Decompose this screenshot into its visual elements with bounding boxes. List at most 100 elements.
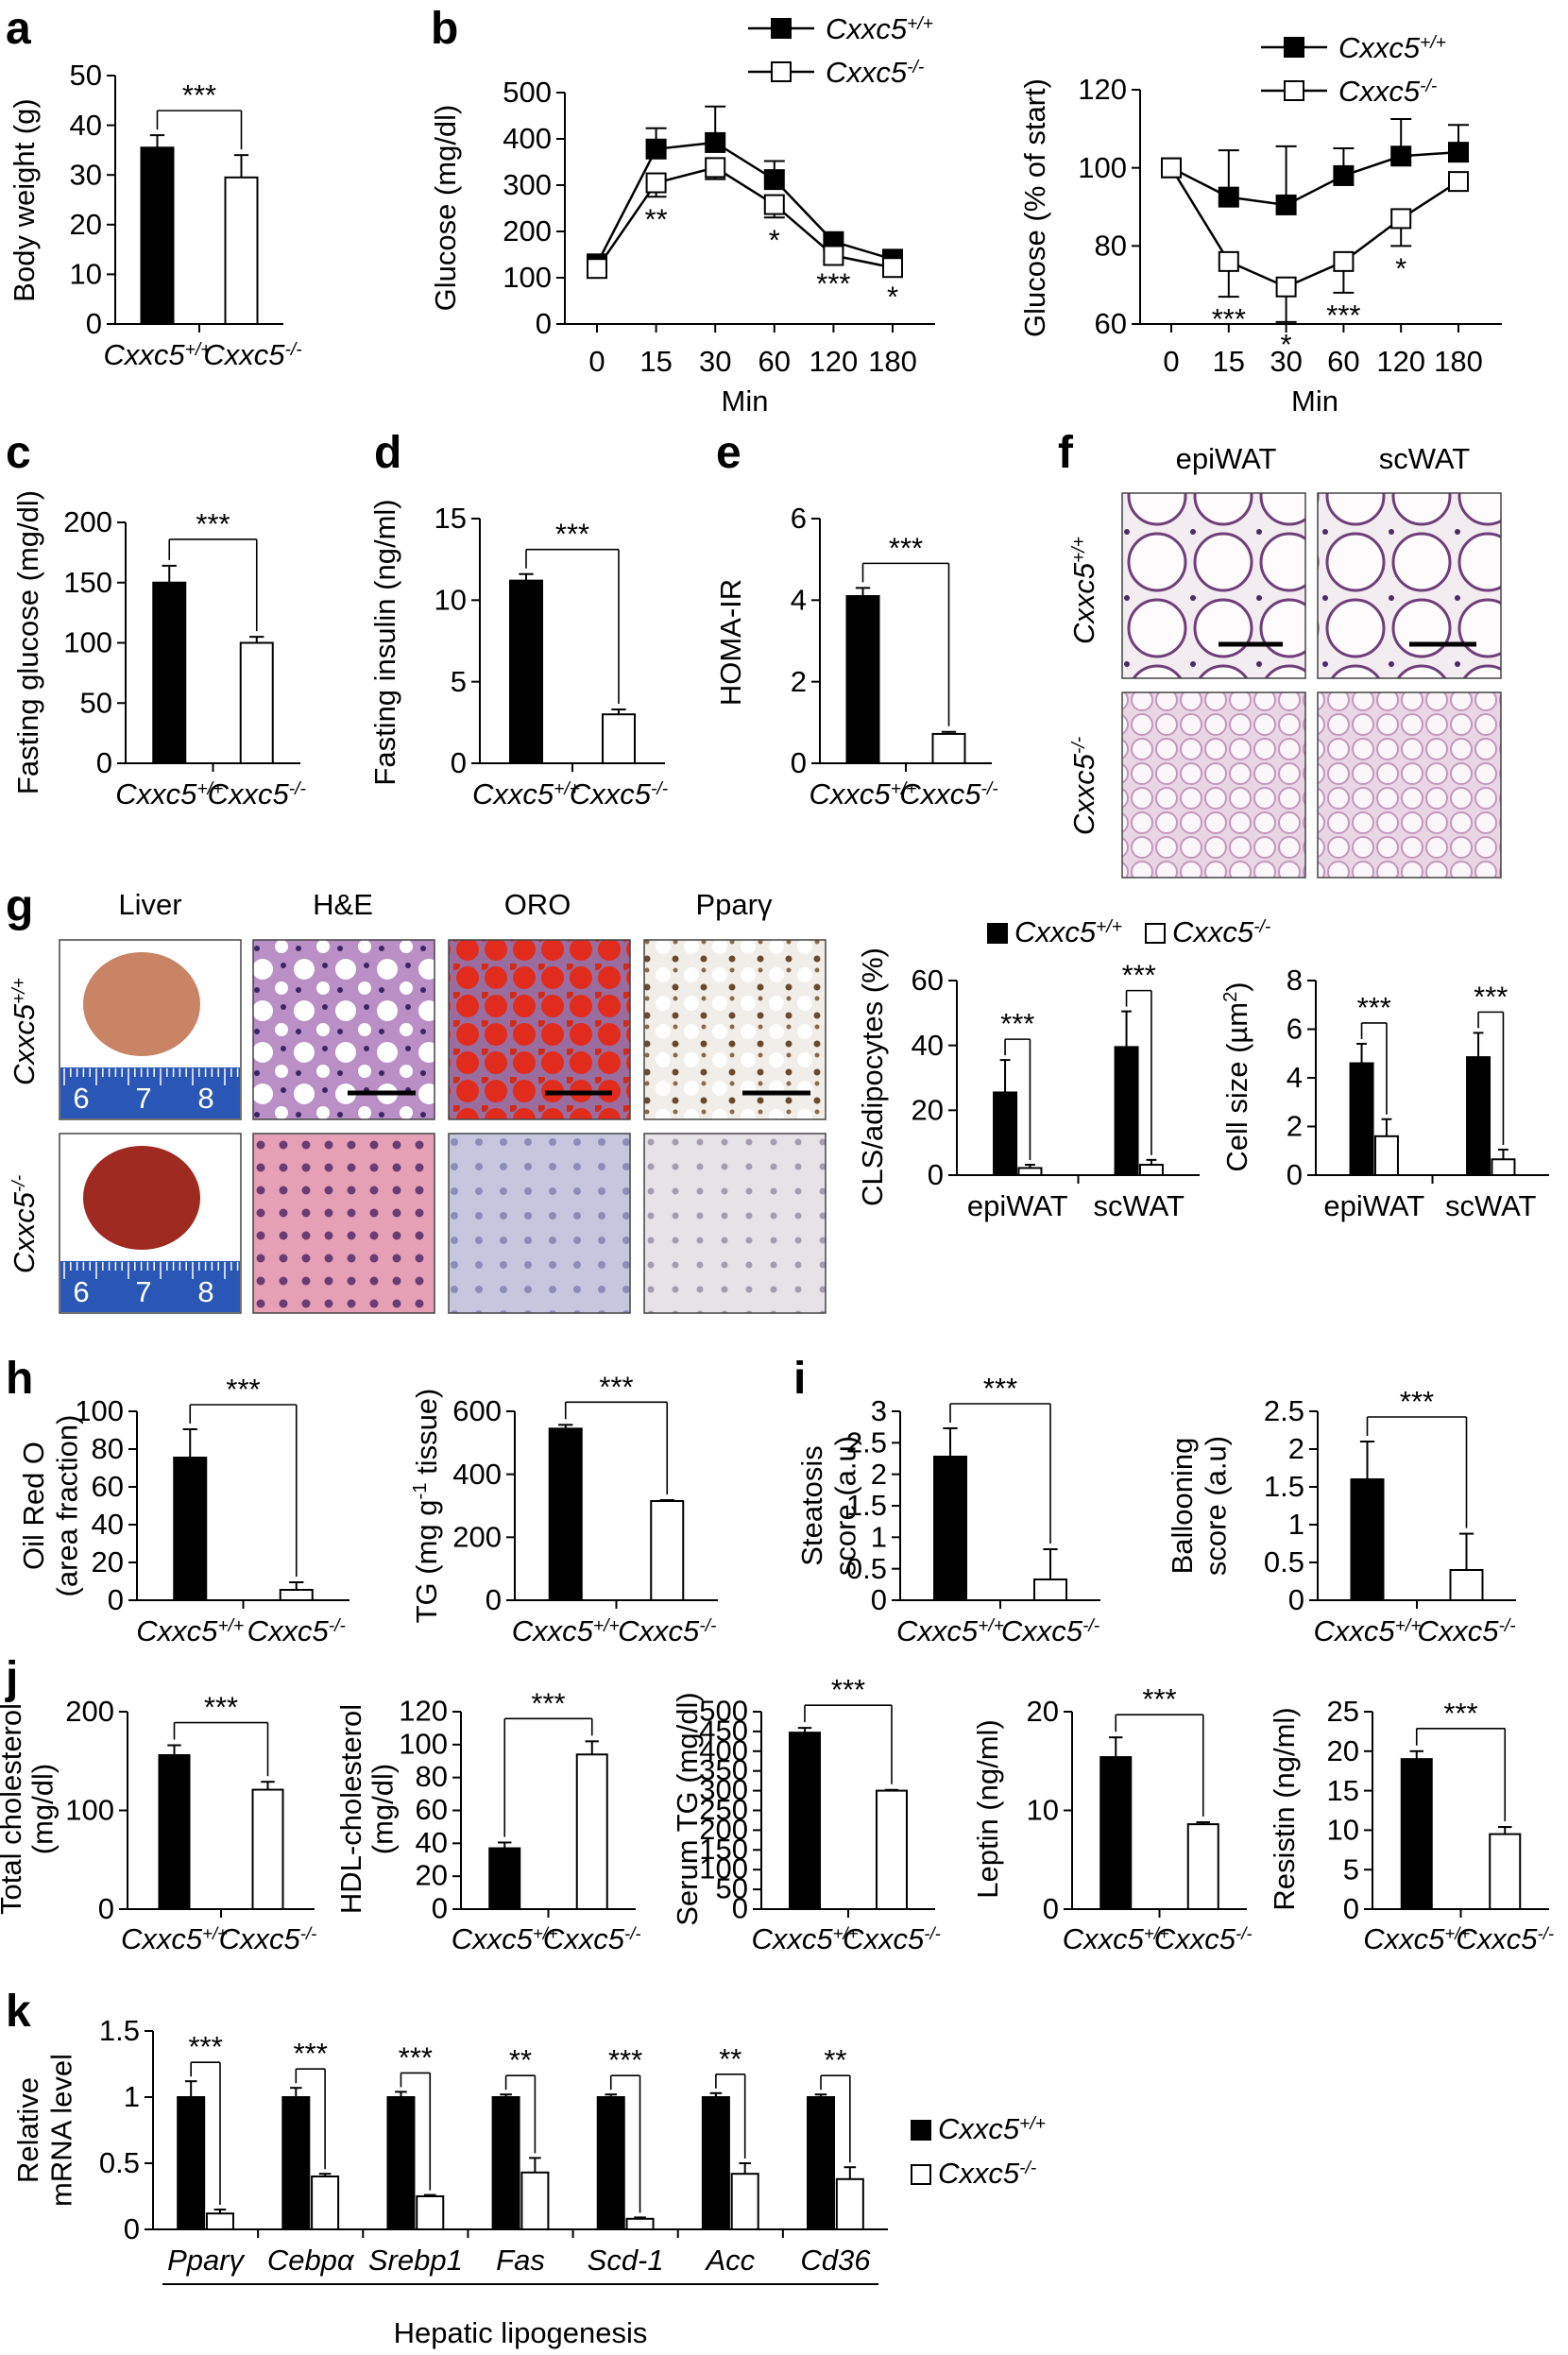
- x-tick-label: Cxxc5+/+: [1363, 1922, 1470, 1955]
- bar-wildtype: [1349, 1062, 1374, 1177]
- x-tick-label: Cxxc5+/+: [115, 777, 223, 811]
- y-tick-label: 0.5: [99, 2146, 140, 2179]
- significance-marker: ***: [1000, 1007, 1034, 1040]
- x-tick-label: Cxxc5-/-: [219, 1922, 317, 1955]
- bar-knockout: [279, 1589, 314, 1601]
- y-tick-label: 20: [416, 1859, 448, 1892]
- bar-knockout: [1491, 1158, 1516, 1176]
- x-tick-label: 0: [588, 345, 605, 378]
- panel-g-histology: Liver H&E ORO Pparγ 6 7 8 6 7 8 Cxxc5+/+ Cxxc5-/-: [8, 888, 827, 1314]
- y-tick-label: 5: [451, 665, 467, 698]
- x-tick-label: Cxxc5+/+: [1314, 1614, 1422, 1647]
- y-tick-label: 60: [1095, 307, 1127, 340]
- x-tick-label: Cxxc5-/-: [618, 1614, 716, 1647]
- marker-wildtype: [763, 169, 785, 191]
- bar-knockout: [224, 176, 259, 325]
- bar-knockout: [311, 2176, 340, 2230]
- x-tick-label: Cxxc5-/-: [543, 1922, 641, 1955]
- x-tick-label: epiWAT: [1323, 1189, 1424, 1222]
- significance-marker: **: [824, 2043, 846, 2076]
- y-tick-label: 200: [63, 505, 112, 538]
- bar-wildtype: [1350, 1478, 1385, 1601]
- bar-knockout: [1186, 1823, 1219, 1911]
- y-axis-label: Oil Red O: [17, 1442, 50, 1570]
- micrograph-oro-knockout: [448, 1133, 631, 1314]
- y-tick-label: 200: [699, 1813, 748, 1846]
- bar-wildtype: [158, 1753, 191, 1910]
- column-label: Pparγ: [696, 888, 773, 921]
- bar-wildtype: [701, 2096, 730, 2230]
- y-axis-label: (area fraction): [51, 1415, 84, 1597]
- y-tick-label: 20: [92, 1545, 124, 1579]
- y-tick-label: 2.5: [846, 1425, 887, 1459]
- row-label: Cxxc5-/-: [8, 1175, 41, 1273]
- panel-label: k: [6, 1987, 31, 2037]
- y-tick-label: 1: [124, 2080, 140, 2113]
- y-axis-label: Cell size (µm2): [1220, 981, 1253, 1171]
- ruler-number: 8: [197, 1082, 213, 1115]
- y-axis-label: CLS/adipocytes (%): [856, 947, 889, 1206]
- marker-knockout: [1218, 250, 1239, 272]
- y-tick-label: 5: [1343, 1852, 1359, 1886]
- y-tick-label: 30: [70, 158, 102, 191]
- series-line-wildtype: [1170, 150, 1459, 207]
- x-tick-label: 30: [699, 345, 731, 378]
- legend-swatch-wildtype: [987, 923, 1008, 944]
- y-tick-label: 0: [1343, 1892, 1359, 1925]
- y-tick-label: 1.5: [846, 1489, 887, 1522]
- y-axis-label: Serum TG (mg/dl): [671, 1692, 704, 1925]
- x-tick-label: Cd36: [800, 2244, 871, 2277]
- x-tick-label: Cxxc5-/-: [843, 1922, 941, 1955]
- bar-wildtype: [281, 2096, 311, 2230]
- ruler-number: 8: [197, 1275, 213, 1308]
- y-axis-label: mRNA level: [45, 2054, 78, 2207]
- marker-knockout: [587, 258, 607, 280]
- row-label: Cxxc5+/+: [8, 978, 41, 1085]
- x-tick-label: Cxxc5+/+: [452, 1922, 558, 1955]
- y-tick-label: 400: [452, 1458, 502, 1491]
- x-axis-label: Min: [1291, 384, 1338, 418]
- y-tick-label: 15: [1327, 1774, 1359, 1807]
- x-tick-label: scWAT: [1445, 1189, 1536, 1222]
- y-tick-label: 300: [503, 168, 552, 201]
- significance-marker: *: [769, 223, 780, 256]
- bar-wildtype: [488, 1847, 521, 1911]
- x-tick-label: Cebpα: [267, 2244, 355, 2277]
- significance-marker: ***: [204, 1691, 238, 1724]
- y-tick-label: 1.5: [99, 2014, 140, 2047]
- x-tick-label: Scd-1: [588, 2244, 664, 2277]
- y-tick-label: 4: [1287, 1061, 1303, 1094]
- x-tick-label: 180: [1434, 345, 1483, 378]
- y-tick-label: 100: [75, 1394, 124, 1427]
- x-tick-label: Cxxc5-/-: [203, 338, 301, 371]
- marker-knockout: [882, 257, 903, 279]
- significance-marker: ***: [226, 1373, 260, 1406]
- y-tick-label: 1.5: [1264, 1470, 1304, 1503]
- y-tick-label: 15: [435, 502, 467, 535]
- bar-knockout: [876, 1789, 908, 1910]
- x-tick-label: 120: [1376, 345, 1425, 378]
- x-tick-label: epiWAT: [967, 1189, 1068, 1222]
- bar-knockout: [251, 1788, 284, 1911]
- chart-g2: 0 2 4 6 8 *** epiWAT *** scWAT: [1287, 964, 1549, 1222]
- bar-wildtype: [1114, 1046, 1139, 1176]
- x-tick-label: Cxxc5+/+: [512, 1614, 620, 1647]
- bar-wildtype: [1466, 1056, 1491, 1177]
- legend-swatch-wildtype: [911, 2120, 931, 2141]
- bar-wildtype: [789, 1732, 821, 1911]
- x-tick-label: Srebp1: [368, 2244, 463, 2277]
- y-tick-label: 0.5: [846, 1552, 887, 1585]
- bar-wildtype: [845, 595, 880, 764]
- y-tick-label: 0: [791, 746, 807, 779]
- y-tick-label: 0: [108, 1583, 124, 1616]
- y-tick-label: 2.5: [1264, 1394, 1304, 1427]
- significance-marker: ***: [983, 1372, 1017, 1405]
- y-tick-label: 60: [912, 964, 944, 997]
- bar-wildtype: [386, 2096, 416, 2230]
- x-tick-label: Pparγ: [167, 2244, 245, 2277]
- micrograph-epiwat-knockout: [1121, 691, 1306, 879]
- bar-knockout: [730, 2173, 759, 2230]
- ruler-number: 6: [73, 1275, 89, 1308]
